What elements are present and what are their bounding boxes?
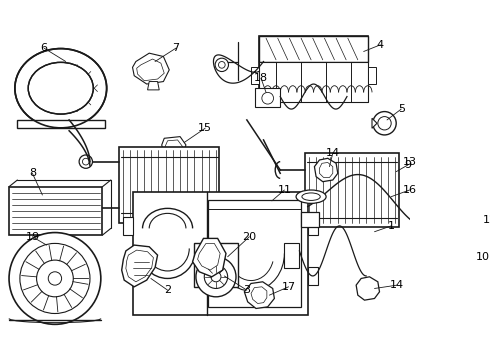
Text: 12: 12: [483, 215, 490, 225]
Circle shape: [215, 58, 228, 72]
Text: 7: 7: [172, 43, 179, 53]
Bar: [284, 243, 299, 267]
Bar: [308, 217, 318, 235]
Text: 5: 5: [398, 104, 405, 114]
Circle shape: [82, 158, 89, 165]
Bar: [481, 170, 490, 219]
Text: 15: 15: [198, 123, 212, 133]
Circle shape: [262, 93, 273, 104]
Text: 2: 2: [164, 285, 171, 295]
Ellipse shape: [28, 62, 93, 114]
Polygon shape: [126, 250, 153, 282]
Text: 14: 14: [390, 280, 404, 290]
Circle shape: [82, 205, 89, 212]
Text: 11: 11: [277, 185, 292, 195]
Text: 19: 19: [25, 232, 40, 242]
Polygon shape: [137, 59, 164, 81]
Circle shape: [48, 272, 62, 285]
Polygon shape: [356, 277, 380, 300]
Polygon shape: [245, 282, 274, 309]
Circle shape: [79, 155, 93, 168]
Polygon shape: [315, 158, 338, 182]
Circle shape: [373, 112, 396, 135]
Circle shape: [219, 62, 225, 68]
Bar: [119, 147, 220, 224]
Bar: [132, 192, 308, 315]
Ellipse shape: [302, 193, 320, 201]
Bar: [259, 62, 368, 102]
Bar: [458, 184, 481, 209]
Bar: [194, 243, 238, 287]
Text: 16: 16: [403, 185, 416, 195]
Circle shape: [196, 257, 236, 297]
Polygon shape: [165, 140, 183, 156]
Text: 3: 3: [244, 285, 250, 295]
Text: 4: 4: [377, 40, 384, 50]
Text: 17: 17: [281, 282, 295, 292]
Text: 6: 6: [41, 43, 48, 53]
Bar: [251, 67, 259, 84]
Bar: [122, 217, 132, 235]
Bar: [301, 212, 319, 227]
Polygon shape: [319, 162, 333, 177]
Circle shape: [37, 260, 74, 297]
Bar: [255, 88, 280, 107]
Text: 10: 10: [476, 252, 490, 262]
Text: 1: 1: [388, 221, 394, 231]
Bar: [9, 187, 102, 235]
Polygon shape: [147, 82, 159, 90]
Polygon shape: [162, 136, 186, 158]
Circle shape: [20, 243, 90, 314]
Bar: [259, 36, 368, 102]
Text: 14: 14: [326, 148, 340, 158]
Polygon shape: [17, 120, 105, 128]
Polygon shape: [132, 53, 169, 84]
Ellipse shape: [296, 190, 326, 203]
Circle shape: [466, 189, 472, 196]
Polygon shape: [122, 245, 158, 287]
Text: 8: 8: [29, 168, 36, 178]
Polygon shape: [251, 287, 267, 303]
Polygon shape: [372, 118, 377, 128]
Circle shape: [460, 269, 468, 278]
Circle shape: [204, 265, 228, 288]
Bar: [483, 173, 490, 215]
Circle shape: [378, 117, 391, 130]
Polygon shape: [193, 238, 226, 277]
Circle shape: [9, 233, 101, 324]
Polygon shape: [197, 243, 220, 270]
Ellipse shape: [15, 49, 107, 128]
Circle shape: [79, 202, 93, 215]
Circle shape: [466, 199, 472, 206]
Text: 13: 13: [403, 157, 416, 167]
Text: 9: 9: [404, 160, 412, 170]
Text: 18: 18: [254, 73, 268, 83]
Circle shape: [455, 265, 472, 282]
Bar: [208, 200, 301, 307]
Bar: [308, 267, 318, 285]
Text: 20: 20: [242, 232, 256, 242]
Bar: [305, 153, 399, 227]
Bar: [368, 67, 376, 84]
Circle shape: [211, 272, 221, 282]
Bar: [259, 36, 368, 62]
